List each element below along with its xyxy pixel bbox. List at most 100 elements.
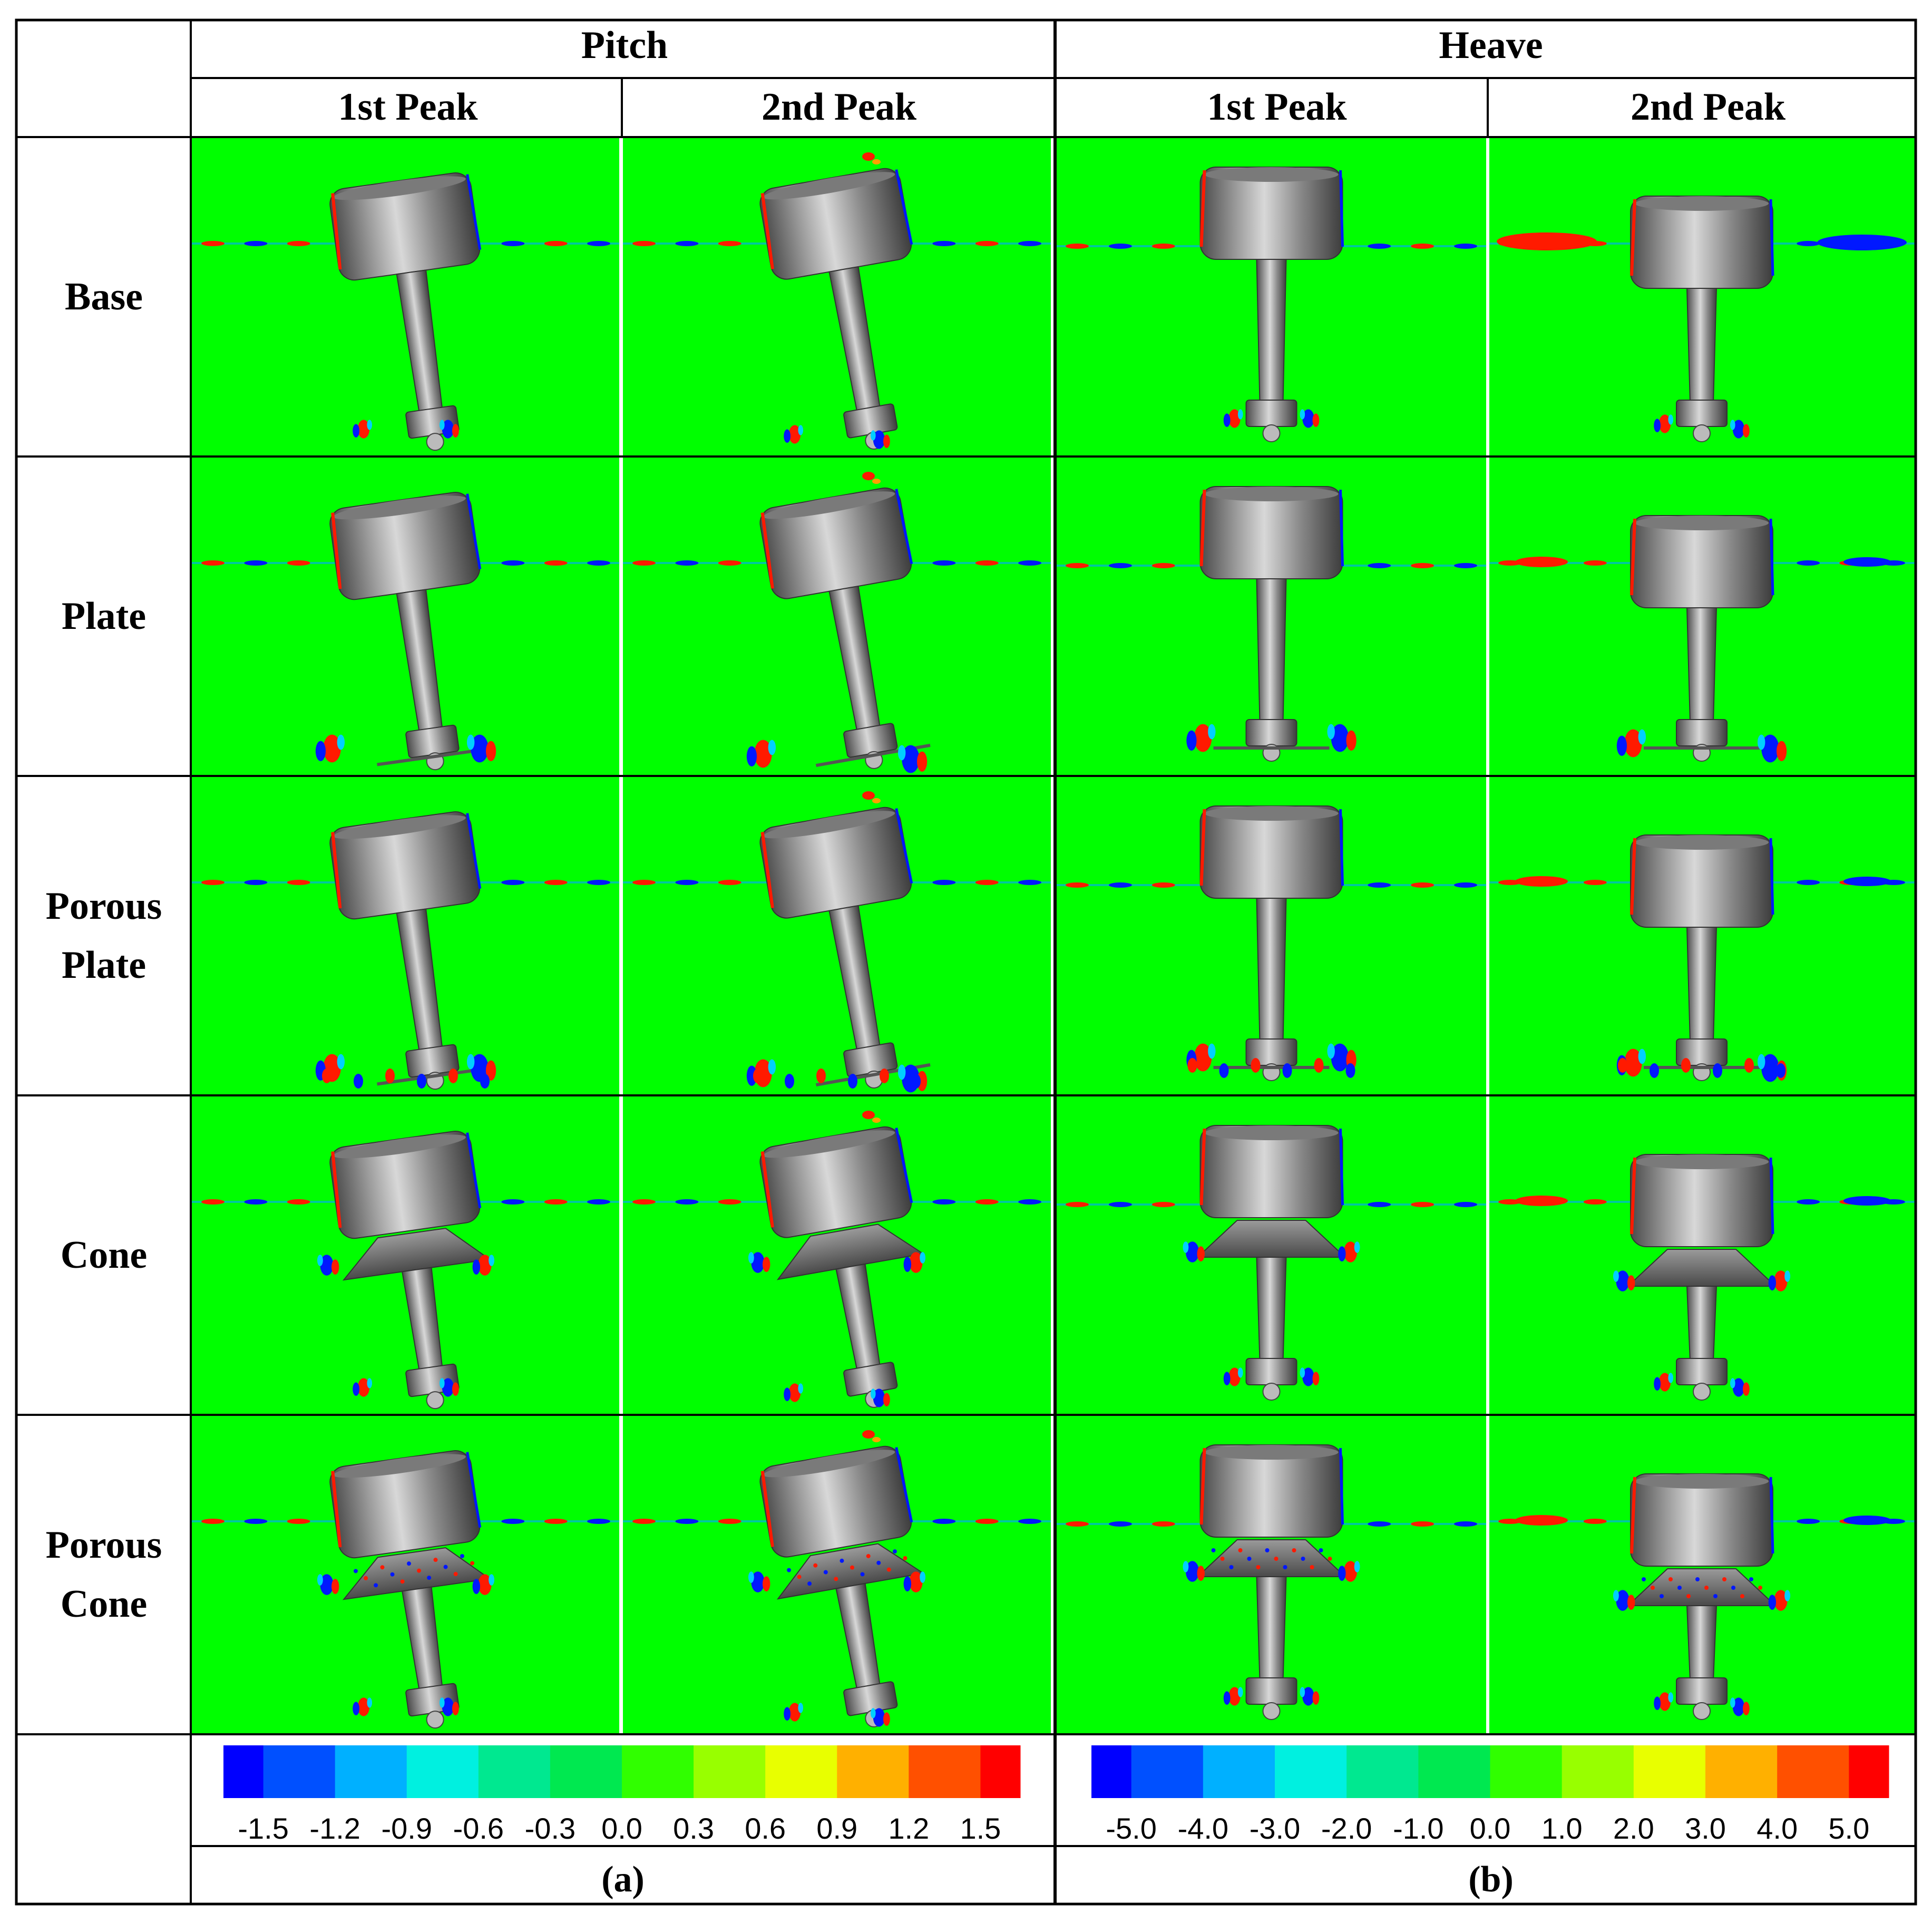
wake-streak [587, 1519, 610, 1524]
wake-streak [1797, 560, 1820, 566]
vortex-core [442, 1697, 454, 1716]
wake-streak [932, 241, 956, 246]
cone-hole [1731, 1586, 1735, 1590]
float-edge-vorticity [760, 832, 774, 908]
cone-hole [787, 1568, 792, 1572]
vortex-core [1668, 1692, 1673, 1703]
colorbar-tick-label: -5.0 [1106, 1812, 1157, 1845]
vortex-core [1197, 1246, 1205, 1262]
vortex-core [1300, 409, 1305, 420]
vortex-core [1730, 420, 1735, 430]
cone-hole [1686, 1594, 1691, 1598]
vortex-core [1732, 420, 1745, 439]
colorbar-tick-label: 5.0 [1828, 1812, 1869, 1845]
wake-streak [244, 880, 268, 885]
cone-hole [876, 1560, 881, 1565]
ballast-tank [1676, 1677, 1728, 1705]
row-label: Base [65, 275, 143, 318]
spar-stem [1686, 288, 1718, 403]
vortex-core [1187, 1058, 1197, 1073]
vortex-core [784, 1387, 791, 1401]
vortex-core [1327, 724, 1335, 740]
vortex-core [448, 1069, 458, 1083]
wake-streak [1454, 563, 1477, 568]
vortex-core [871, 430, 876, 441]
header-heave-1st-peak: 1st Peak [1207, 85, 1347, 129]
ballast-tank [1245, 400, 1297, 427]
cone-hole [460, 1553, 465, 1558]
vortex-core [317, 1255, 323, 1266]
cone-hole [886, 1567, 891, 1572]
colorbar-swatch [1274, 1745, 1347, 1798]
damping-plate [1213, 1066, 1330, 1069]
vortex-core [1223, 1691, 1231, 1705]
wake-streak [718, 1199, 741, 1205]
cone-hole [433, 1558, 438, 1562]
vortex-core [357, 420, 370, 439]
float-edge-vorticity [466, 813, 482, 889]
damping-plate [1644, 746, 1760, 750]
float-top [1204, 1125, 1339, 1140]
vortex-core [1758, 734, 1765, 750]
wake-streak [1152, 1202, 1175, 1207]
cone-hole [1283, 1565, 1287, 1569]
vortex-core [1768, 1275, 1776, 1291]
wake-streak [1454, 1202, 1477, 1207]
vortex-core [467, 734, 475, 750]
simulation-panel [1056, 458, 1487, 775]
float-edge-vorticity [1199, 1128, 1206, 1206]
cone-hole [903, 1556, 908, 1560]
simulation-panel [1489, 458, 1915, 775]
cone-hole [380, 1565, 385, 1570]
vortex-core [768, 740, 776, 755]
colorbar-swatch [1849, 1745, 1889, 1798]
float-edge-vorticity [331, 1151, 342, 1228]
float-top [763, 1450, 895, 1478]
vortex-core [1618, 1058, 1627, 1073]
vortex-core [452, 1382, 459, 1396]
cone-hole [417, 1568, 422, 1573]
vortex-core [862, 791, 875, 800]
float-edge-vorticity [1339, 170, 1344, 247]
cone-hole [1651, 1586, 1655, 1590]
vortex-core [1183, 1241, 1189, 1253]
vortex-core [440, 1378, 445, 1388]
ballast-tank [1245, 1358, 1297, 1385]
vortex-core [353, 424, 359, 438]
vortex-core [1228, 1367, 1241, 1386]
vortex-core [486, 1060, 496, 1081]
spar-buoy [1196, 1444, 1347, 1720]
wake-streak [632, 241, 656, 246]
vortex-core [1638, 1048, 1646, 1064]
damping-plate [1213, 746, 1330, 750]
simulation-panel [192, 1416, 620, 1733]
vortex-core [871, 1708, 876, 1718]
float-edge-vorticity [466, 1132, 482, 1209]
damping-plate [377, 1066, 492, 1086]
vortex-core [920, 1252, 925, 1264]
wake-streak [1368, 1202, 1391, 1207]
wake-streak [201, 241, 225, 246]
colorbar-swatch [1346, 1745, 1419, 1798]
colorbar-tick-label: 4.0 [1757, 1812, 1798, 1845]
spar-buoy [759, 168, 913, 450]
simulation-panel [1489, 138, 1915, 455]
vortex-core [920, 1571, 925, 1583]
simulation-panels [192, 138, 1915, 1733]
spar-stem [1256, 898, 1287, 1042]
cone-hole [1265, 1548, 1270, 1552]
wake-streak [1066, 563, 1089, 568]
wake-streak [675, 880, 699, 885]
vortex-core [788, 425, 801, 444]
wake-streak [287, 560, 310, 566]
float-edge-vorticity [895, 169, 913, 245]
vortex-core [917, 751, 928, 772]
spar-buoy [759, 807, 931, 1089]
float-edge-vorticity [895, 1447, 913, 1523]
float-edge-vorticity [1630, 199, 1636, 276]
wake-streak [1411, 1521, 1435, 1527]
colorbar-swatch [1091, 1745, 1132, 1798]
vortex-core [873, 1388, 885, 1407]
ballast-tank [1676, 1358, 1728, 1385]
